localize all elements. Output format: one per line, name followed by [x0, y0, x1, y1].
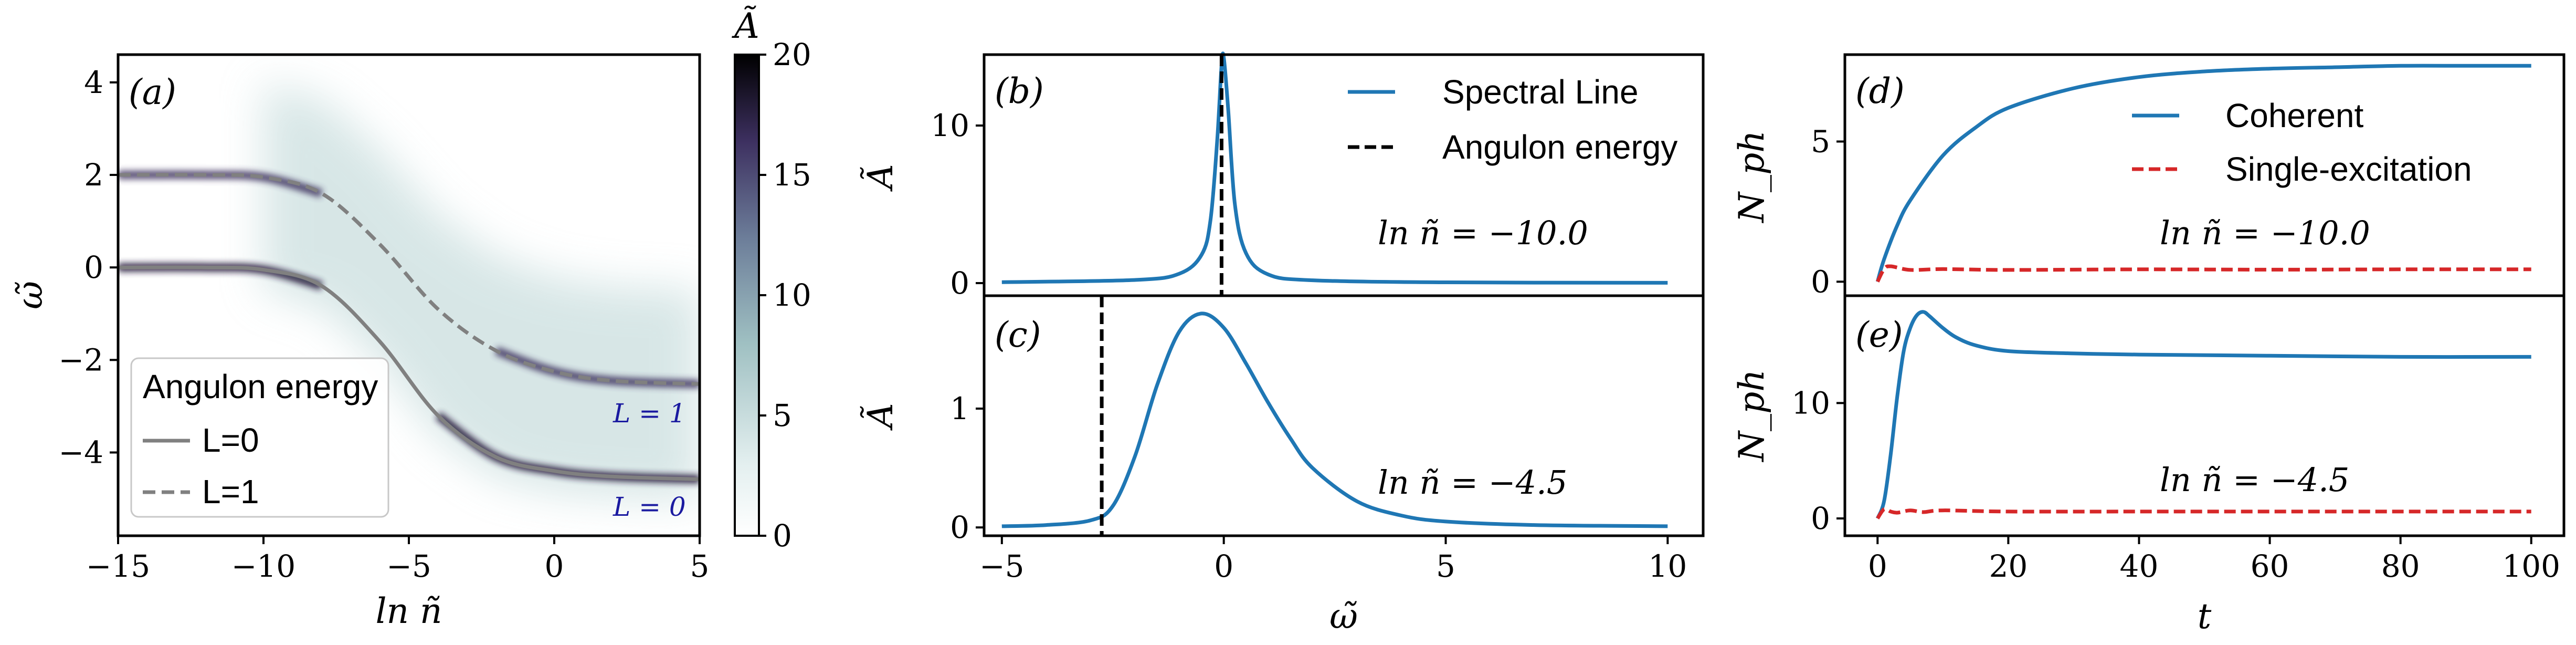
series-line-spectral-c [1001, 311, 1668, 528]
heatmap-a [118, 82, 700, 501]
y-tick-label: 4 [84, 65, 103, 100]
x-tick-label: 40 [2120, 548, 2159, 584]
x-axis-label-c: ω̃ [1329, 596, 1358, 637]
y-ticks-e: 10 0 [1791, 385, 1845, 536]
axes-frame-c [983, 294, 1705, 537]
x-tick-label: −5 [386, 548, 431, 584]
x-axis-label-a: ln ñ [375, 591, 442, 631]
colorbar-tick-label: 20 [773, 37, 811, 72]
panel-b: (b) Ã ln ñ = −10.0 Spectral Line Angulon… [860, 51, 1705, 301]
x-tick-label: 10 [1648, 548, 1687, 584]
legend-entry-angulon: Angulon energy [1442, 128, 1677, 166]
panel-c: (c) Ã ln ñ = −4.5 −5 0 5 10 10 ω̃ [860, 294, 1705, 637]
y-axis-label-b: Ã [860, 164, 901, 192]
y-axis-label-c: Ã [860, 403, 901, 431]
x-tick-label: 5 [1436, 548, 1455, 584]
legend-title-a: Angulon energy [143, 368, 378, 405]
y-tick-label: 10 [931, 108, 969, 143]
annotation-b: ln ñ = −10.0 [1378, 214, 1588, 252]
y-tick-label: 0 [950, 265, 969, 301]
series-line-coherent-d [1875, 64, 2531, 283]
series-line-coherent-e [1876, 310, 2531, 519]
y-ticks-b: 10 0 [931, 108, 984, 301]
colorbar [735, 55, 759, 536]
y-ticks-a: 4 2 0 −2 −4 [59, 65, 118, 470]
legend-d: Coherent Single-excitation [2132, 97, 2472, 188]
panel-d: (d) N_ph ln ñ = −10.0 Coherent Single-ex… [1732, 53, 2566, 299]
x-tick-label: 0 [545, 548, 564, 584]
panel-label-b: (b) [995, 71, 1044, 111]
y-ticks-d: 50 [1811, 123, 1845, 299]
panel-label-a: (a) [129, 72, 176, 112]
colorbar-tick-label: 5 [773, 398, 792, 433]
panel-label-d: (d) [1855, 71, 1905, 111]
annotation-d: ln ñ = −10.0 [2160, 214, 2370, 252]
x-ticks-a: −15 −10 −5 0 5 [86, 536, 710, 584]
x-tick-label: 20 [1989, 548, 2028, 584]
legend-entry-l1: L=1 [202, 473, 259, 511]
legend-entry-l0: L=0 [202, 421, 259, 459]
y-tick-label: 0 [1811, 501, 1830, 536]
x-ticks-c: −5 0 5 10 [979, 536, 1687, 584]
colorbar-ticks: 20 15 10 5 0 [759, 37, 811, 554]
panel-label-c: (c) [995, 315, 1041, 355]
x-tick-label: −5 [979, 548, 1025, 584]
x-tick-label: −10 [231, 548, 295, 584]
heatmap-haze [263, 82, 700, 501]
annotation-l0: L = 0 [613, 492, 686, 522]
x-tick-label: 100 [2502, 548, 2560, 584]
y-tick-label: 10 [1791, 385, 1830, 421]
y-tick-label: −4 [59, 434, 104, 470]
x-ticks-e: 0 20 40 60 80 100 [1868, 536, 2560, 584]
y-ticks-c: 10 [950, 391, 984, 545]
y-tick-label: 0 [950, 509, 969, 545]
y-tick-label: 0 [84, 249, 103, 285]
legend-a: Angulon energy L=0 L=1 [130, 357, 389, 518]
y-axis-label-e: N_ph [1732, 369, 1772, 463]
panel-label-e: (e) [1855, 315, 1903, 355]
y-axis-label-d: N_ph [1732, 130, 1772, 224]
x-tick-label: 80 [2381, 548, 2420, 584]
legend-entry-single: Single-excitation [2225, 150, 2472, 188]
x-tick-label: 60 [2251, 548, 2289, 584]
legend-entry-spectral: Spectral Line [1442, 73, 1639, 111]
colorbar-label: Ã [731, 6, 759, 46]
y-axis-label-a: ω̃ [10, 281, 50, 309]
x-tick-label: 5 [690, 548, 710, 584]
annotation-e: ln ñ = −4.5 [2160, 461, 2349, 499]
x-axis-label-e: t [2198, 596, 2212, 637]
y-tick-label: 2 [84, 157, 103, 193]
colorbar-tick-label: 15 [773, 157, 811, 193]
panel-e: (e) N_ph ln ñ = −4.5 0 20 40 60 80 100 10 0 t [1732, 294, 2566, 637]
x-tick-label: 0 [1868, 548, 1887, 584]
legend-b: Spectral Line Angulon energy [1348, 73, 1677, 166]
series-line-l0 [118, 265, 700, 481]
annotation-c: ln ñ = −4.5 [1378, 463, 1567, 502]
y-tick-label: 0 [1811, 264, 1830, 299]
legend-entry-coherent: Coherent [2225, 97, 2364, 134]
x-tick-label: −15 [86, 548, 150, 584]
annotation-l1: L = 1 [613, 398, 686, 429]
axes-frame-e [1843, 294, 2566, 537]
y-tick-label: −2 [59, 342, 104, 378]
panel-a: −15 −10 −5 0 5 420−2−4 (a) ln ñ ω̃ L = 1 L =… [10, 6, 811, 631]
y-tick-label: 1 [950, 391, 969, 426]
legend-box-a [130, 357, 389, 518]
series-line-l1 [118, 173, 700, 386]
series-line-single-d [1876, 264, 2531, 283]
x-tick-label: 0 [1214, 548, 1233, 584]
series-line-spectral-b [1001, 51, 1668, 285]
y-tick-label: 5 [1811, 123, 1830, 159]
colorbar-tick-label: 0 [773, 518, 792, 554]
colorbar-tick-label: 10 [773, 277, 811, 313]
series-line-single-e [1876, 507, 2531, 519]
